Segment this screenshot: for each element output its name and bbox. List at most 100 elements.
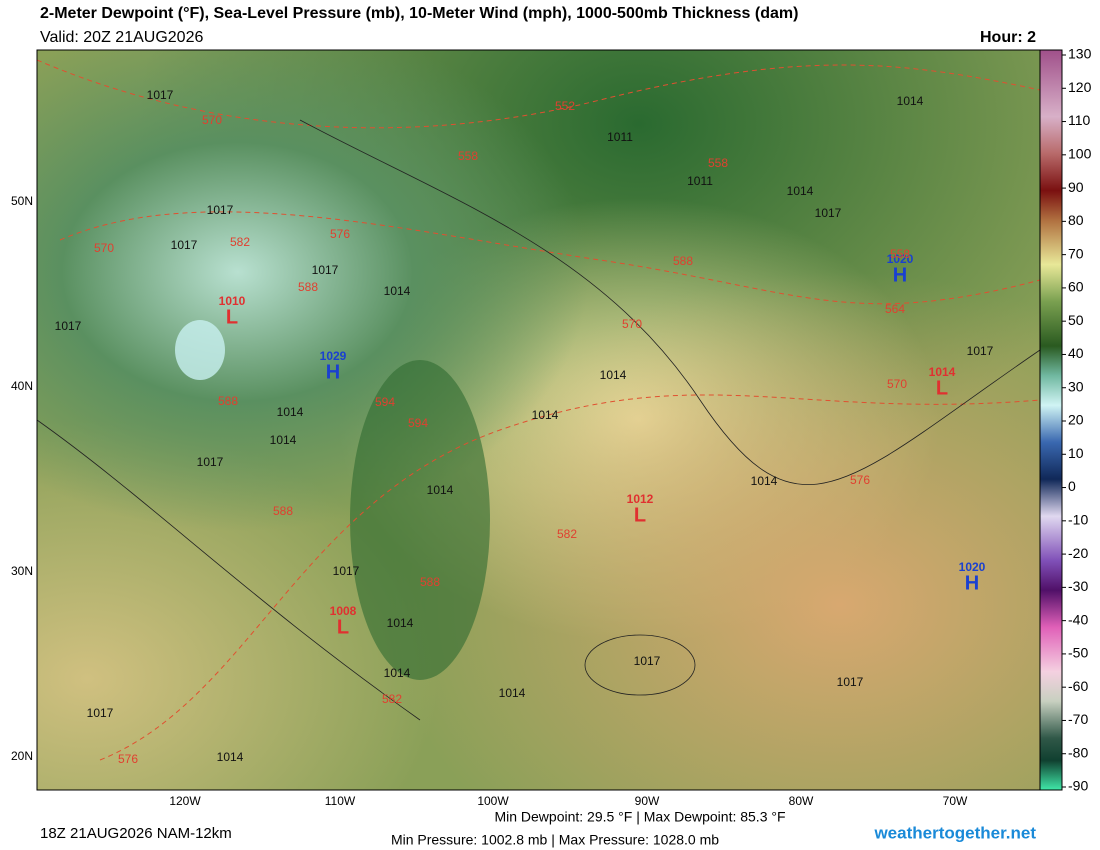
colorbar-label: -90 — [1068, 778, 1088, 794]
thickness-label: 588 — [420, 575, 440, 589]
thickness-label: 588 — [673, 254, 693, 268]
pressure-label: 1014 — [532, 408, 559, 422]
colorbar-label: -70 — [1068, 711, 1088, 727]
colorbar-label: -10 — [1068, 512, 1088, 528]
pressure-label: 1014 — [897, 94, 924, 108]
thickness-label: 558 — [708, 156, 728, 170]
longitude-label: 120W — [169, 794, 201, 808]
colorbar-label: 110 — [1068, 112, 1091, 128]
colorbar-label: -60 — [1068, 678, 1088, 694]
colorbar-label: 80 — [1068, 212, 1084, 228]
longitude-label: 70W — [943, 794, 968, 808]
pressure-label: 1017 — [147, 88, 174, 102]
center-value: 1020 — [959, 560, 986, 574]
latitude-label: 50N — [11, 194, 33, 208]
colorbar-label: 30 — [1068, 378, 1084, 394]
thickness-label: 570 — [622, 317, 642, 331]
thickness-label: 570 — [94, 241, 114, 255]
thickness-label: 588 — [273, 504, 293, 518]
pressure-label: 1014 — [387, 616, 414, 630]
colorbar-label: 100 — [1068, 146, 1092, 162]
longitude-label: 100W — [477, 794, 509, 808]
pressure-contour — [299, 119, 1041, 486]
colorbar-label: 90 — [1068, 179, 1084, 195]
thickness-label: 582 — [230, 235, 250, 249]
colorbar-label: -20 — [1068, 545, 1088, 561]
pressure-contour — [36, 419, 421, 721]
latitude-label: 20N — [11, 749, 33, 763]
thickness-label: 564 — [885, 302, 905, 316]
colorbar-label: -30 — [1068, 578, 1088, 594]
center-letter: L — [337, 616, 349, 638]
center-value: 1012 — [627, 492, 654, 506]
thickness-label: 588 — [218, 394, 238, 408]
colorbar — [1039, 49, 1063, 791]
longitude-label: 80W — [789, 794, 814, 808]
valid-time: Valid: 20Z 21AUG2026 — [40, 29, 203, 46]
colorbar-label: 120 — [1068, 79, 1092, 95]
pressure-contour — [584, 634, 696, 696]
pressure-label: 1017 — [837, 675, 864, 689]
forecast-hour: Hour: 2 — [980, 29, 1036, 46]
pressure-label: 1011 — [607, 130, 633, 144]
pressure-label: 1014 — [384, 666, 411, 680]
thickness-label: 576 — [330, 227, 350, 241]
pressure-label: 1014 — [787, 184, 814, 198]
thickness-label: 570 — [202, 113, 222, 127]
pressure-label: 1014 — [384, 284, 411, 298]
thickness-label: 552 — [555, 99, 575, 113]
model-run: 18Z 21AUG2026 NAM-12km — [40, 825, 232, 842]
pressure-label: 1017 — [197, 455, 224, 469]
longitude-label: 110W — [325, 794, 356, 808]
colorbar-label: 20 — [1068, 412, 1084, 428]
pressure-label: 1017 — [171, 238, 198, 252]
thickness-contour — [59, 211, 1041, 305]
center-value: 1014 — [929, 365, 956, 379]
pressure-label: 1011 — [687, 174, 713, 188]
colorbar-label: 0 — [1068, 478, 1076, 494]
pressure-label: 1014 — [499, 686, 526, 700]
center-value: 1029 — [320, 349, 347, 363]
center-letter: L — [936, 377, 948, 399]
pressure-label: 1014 — [270, 433, 297, 447]
thickness-label: 576 — [118, 752, 138, 766]
footer-dewpoint: Min Dewpoint: 29.5 °F | Max Dewpoint: 85… — [494, 809, 785, 825]
pressure-label: 1014 — [277, 405, 304, 419]
pressure-label: 1017 — [207, 203, 234, 217]
terrain-shade — [175, 320, 225, 380]
thickness-label: 582 — [557, 527, 577, 541]
thickness-label: 576 — [850, 473, 870, 487]
center-letter: H — [965, 572, 979, 594]
center-letter: L — [226, 306, 238, 328]
thickness-label: 570 — [887, 377, 907, 391]
site-credit: weathertogether.net — [873, 823, 1036, 842]
pressure-label: 1017 — [967, 344, 994, 358]
center-value: 1010 — [219, 294, 246, 308]
thickness-contour — [36, 59, 1041, 129]
colorbar-label: 40 — [1068, 345, 1084, 361]
colorbar-label: 60 — [1068, 279, 1084, 295]
center-letter: L — [634, 504, 646, 526]
footer-pressure: Min Pressure: 1002.8 mb | Max Pressure: … — [391, 832, 719, 848]
thickness-label: 594 — [408, 416, 428, 430]
thickness-label: 558 — [458, 149, 478, 163]
pressure-label: 1014 — [217, 750, 244, 764]
pressure-label: 1014 — [427, 483, 454, 497]
center-letter: H — [893, 264, 907, 286]
center-letter: H — [326, 361, 340, 383]
colorbar-label: 10 — [1068, 445, 1084, 461]
thickness-label: 558 — [890, 247, 910, 261]
colorbar-label: 70 — [1068, 245, 1084, 261]
longitude-label: 90W — [635, 794, 660, 808]
thickness-contour — [99, 394, 1041, 761]
terrain-shade — [350, 360, 490, 680]
map-shade — [37, 50, 1040, 790]
center-value: 1008 — [330, 604, 357, 618]
center-value: 1020 — [887, 252, 914, 266]
title: 2-Meter Dewpoint (°F), Sea-Level Pressur… — [40, 5, 798, 22]
pressure-label: 1017 — [312, 263, 339, 277]
pressure-label: 1017 — [55, 319, 82, 333]
thickness-label: 588 — [298, 280, 318, 294]
